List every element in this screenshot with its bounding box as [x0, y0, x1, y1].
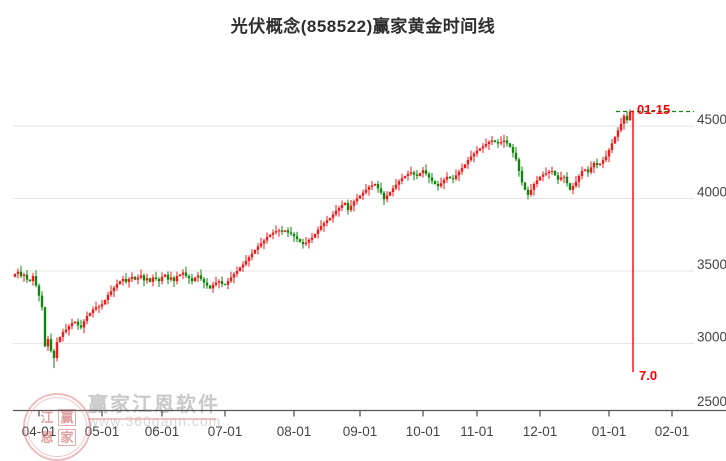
watermark-url: www.360gann.com	[88, 413, 222, 429]
seal-char: 江	[40, 409, 54, 425]
svg-text:4500: 4500	[697, 112, 726, 127]
svg-text:07-01: 07-01	[208, 424, 243, 439]
svg-text:10-01: 10-01	[406, 424, 441, 439]
seal-char: 家	[58, 428, 76, 446]
svg-text:11-01: 11-01	[460, 424, 494, 439]
cycle-value-label: 7.0	[639, 368, 658, 383]
svg-text:06-01: 06-01	[145, 424, 180, 439]
brand-seal-characters: 江 赢 恩 家	[27, 397, 87, 457]
svg-text:2500: 2500	[697, 394, 726, 409]
event-date-label: 01-15	[637, 102, 671, 117]
brand-seal-icon: 江 赢 恩 家	[23, 393, 91, 461]
chart-title: 光伏概念(858522)赢家黄金时间线	[230, 17, 496, 36]
svg-text:02-01: 02-01	[655, 424, 690, 439]
seal-char: 恩	[40, 429, 54, 445]
svg-text:4000: 4000	[697, 185, 726, 200]
svg-text:3500: 3500	[697, 257, 726, 272]
seal-char: 赢	[58, 408, 76, 426]
svg-text:08-01: 08-01	[277, 424, 312, 439]
svg-text:12-01: 12-01	[523, 424, 558, 439]
svg-text:09-01: 09-01	[343, 424, 378, 439]
svg-text:3000: 3000	[697, 330, 726, 345]
svg-text:01-01: 01-01	[592, 424, 627, 439]
svg-text:05-01: 05-01	[85, 424, 120, 439]
watermark-underline	[88, 418, 216, 420]
